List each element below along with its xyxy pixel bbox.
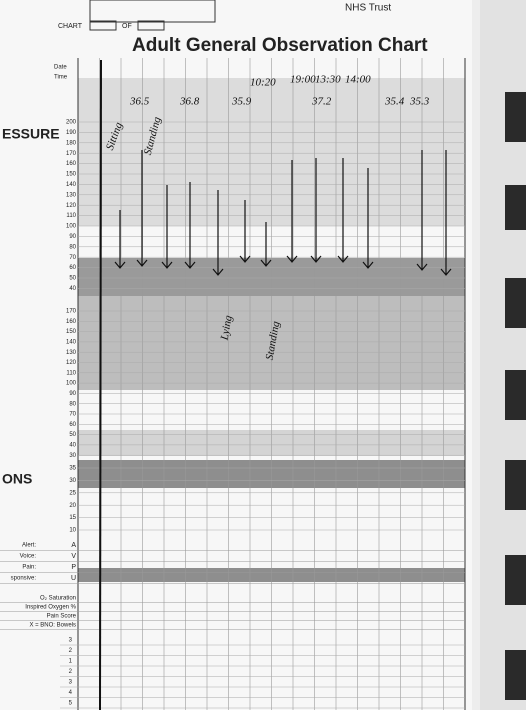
section-pressure: ESSURE	[2, 126, 60, 142]
scale-label: 50	[69, 432, 76, 438]
scale-label: 40	[69, 286, 76, 292]
scale-label: 15	[69, 515, 76, 521]
scale-label: 90	[69, 234, 76, 240]
scale-label: 120	[66, 360, 77, 366]
handwritten-temps: 36.5	[129, 96, 150, 108]
lower-label: Inspired Oxygen %	[25, 605, 76, 611]
scale-label: 200	[66, 120, 77, 126]
scale-label: 150	[66, 329, 77, 335]
of-label: OF	[122, 23, 132, 30]
scale-label: 30	[69, 478, 76, 484]
scale-label: 70	[69, 255, 76, 261]
section-ons: ONS	[2, 471, 32, 487]
time-label: Time	[54, 75, 68, 81]
scale-label: 130	[66, 192, 77, 198]
scale-label: 100	[66, 224, 77, 230]
title: Adult General Observation Chart	[132, 35, 428, 56]
scale-label: 60	[69, 422, 76, 428]
scale-label: 70	[69, 412, 76, 418]
scale-label: 160	[66, 161, 77, 167]
scale-label: 140	[66, 339, 77, 345]
lower-label: O₂ Saturation	[40, 596, 76, 602]
scale-label: 100	[66, 381, 77, 387]
scale-label: 190	[66, 130, 77, 136]
avpu-label: Voice:	[20, 554, 37, 560]
scale-label: 140	[66, 182, 77, 188]
avpu-letter: V	[71, 553, 76, 560]
scale-label: 80	[69, 244, 76, 250]
handwritten-times: 14:00	[345, 74, 371, 86]
scale-label: 80	[69, 401, 76, 407]
scale-label: 25	[69, 490, 76, 496]
scale-label: 90	[69, 391, 76, 397]
scale-label: 120	[66, 203, 77, 209]
handwritten-temps: 36.8	[179, 96, 200, 108]
avpu-label: sponsive:	[11, 576, 37, 582]
scale-label: 170	[66, 309, 77, 315]
lower-label: Pain Score	[47, 614, 77, 620]
scale-label: 50	[69, 276, 76, 282]
handwritten-times: 19:00	[290, 74, 316, 86]
trust: NHS Trust	[345, 3, 391, 14]
hand-line	[100, 60, 101, 710]
avpu-label: Pain:	[22, 565, 36, 571]
scale-label: 35	[69, 466, 76, 472]
date-label: Date	[54, 65, 67, 71]
handwritten-times: 13:30	[315, 74, 341, 86]
scale-label: 130	[66, 350, 77, 356]
lower-label: X = BNO: Bowels	[29, 623, 76, 629]
page-photo: CHART OF NHS Trust Adult General Observa…	[0, 0, 526, 710]
scale-label: 150	[66, 172, 77, 178]
scale-label: 110	[66, 370, 76, 376]
handwritten-temps: 37.2	[311, 96, 332, 108]
scale-label: 110	[66, 213, 76, 219]
scale-label: 160	[66, 319, 77, 325]
scale-label: 20	[69, 503, 76, 509]
handwritten-temps: 35.4	[384, 96, 405, 108]
avpu-label: Alert:	[22, 543, 36, 549]
scale-label: 10	[69, 528, 76, 534]
scale-label: 60	[69, 265, 76, 271]
handwritten-temps: 35.9	[231, 96, 252, 108]
avpu-letter: U	[71, 575, 76, 582]
scale-label: 180	[66, 140, 77, 146]
scale-label: 30	[69, 453, 76, 459]
chart-label: CHART	[58, 23, 83, 30]
scale-label: 170	[66, 151, 77, 157]
handwritten-temps: 35.3	[409, 96, 430, 108]
avpu-letter: A	[71, 542, 76, 549]
handwritten-times: 10:20	[250, 77, 276, 89]
scale-label: 40	[69, 442, 76, 448]
avpu-letter: P	[71, 564, 76, 571]
